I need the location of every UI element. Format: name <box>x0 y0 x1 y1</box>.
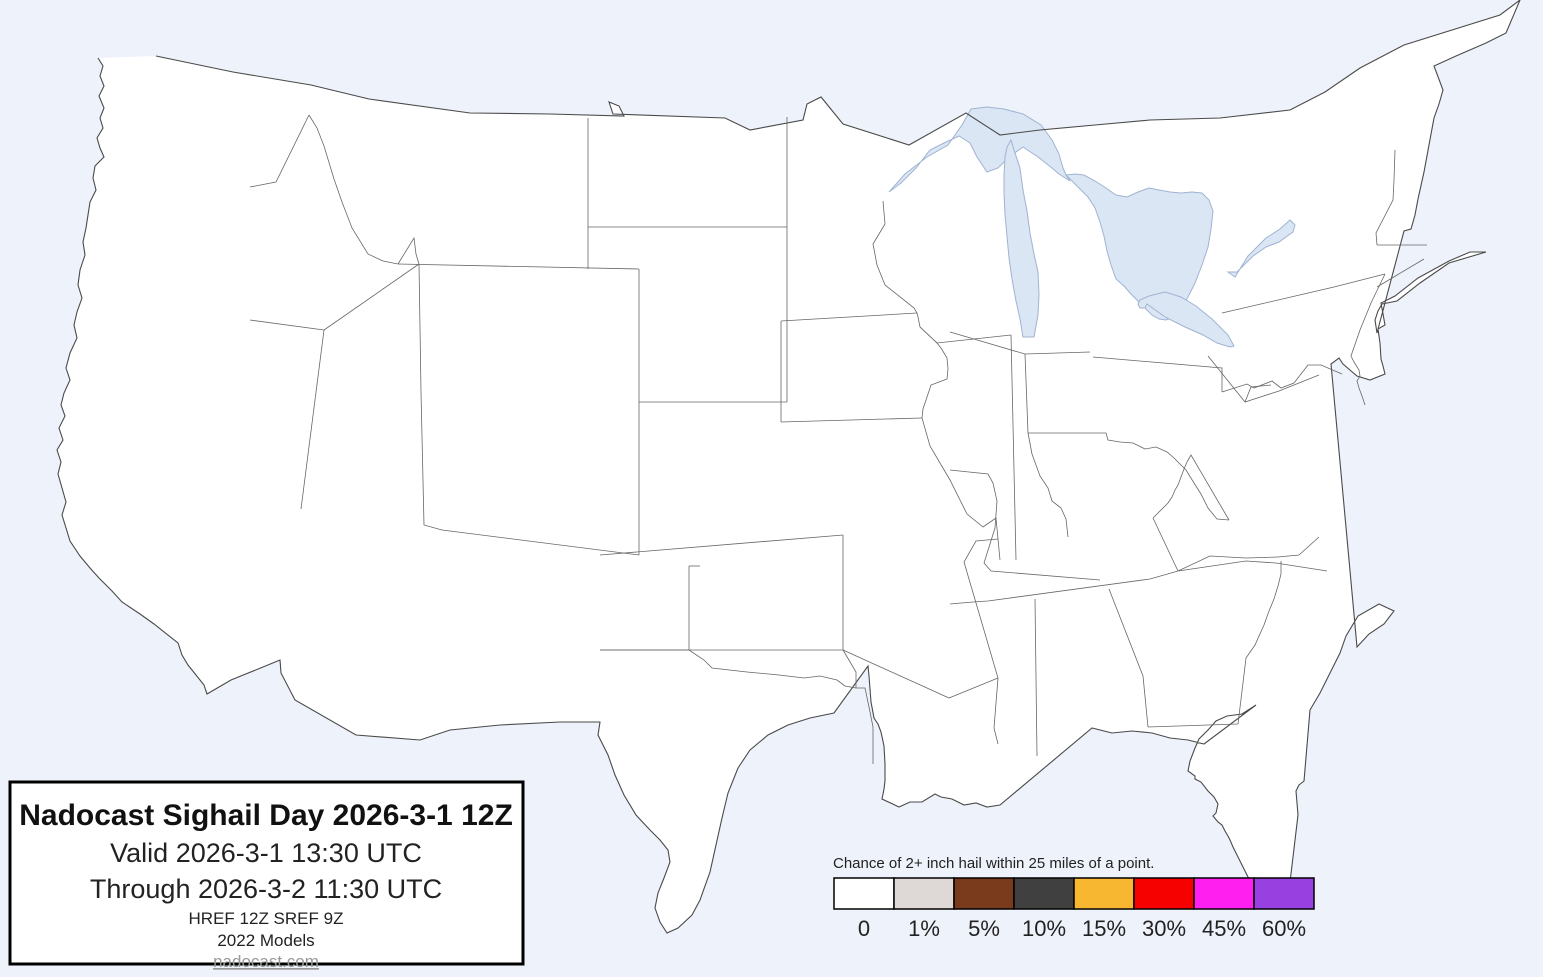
svg-text:30%: 30% <box>1142 916 1186 941</box>
svg-text:Valid 2026-3-1 13:30 UTC: Valid 2026-3-1 13:30 UTC <box>110 838 422 868</box>
svg-text:10%: 10% <box>1022 916 1066 941</box>
svg-text:1%: 1% <box>908 916 940 941</box>
svg-text:HREF 12Z SREF 9Z: HREF 12Z SREF 9Z <box>189 909 344 928</box>
svg-text:nadocast.com: nadocast.com <box>213 952 319 971</box>
svg-text:Nadocast Sighail Day 2026-3-1: Nadocast Sighail Day 2026-3-1 12Z <box>19 799 513 832</box>
svg-text:45%: 45% <box>1202 916 1246 941</box>
svg-text:0: 0 <box>858 916 870 941</box>
svg-text:Chance of 2+ inch hail within: Chance of 2+ inch hail within 25 miles o… <box>833 855 1154 872</box>
svg-text:15%: 15% <box>1082 916 1126 941</box>
svg-text:2022 Models: 2022 Models <box>217 931 314 950</box>
svg-text:60%: 60% <box>1262 916 1306 941</box>
svg-text:Through 2026-3-2 11:30 UTC: Through 2026-3-2 11:30 UTC <box>90 874 442 904</box>
svg-text:5%: 5% <box>968 916 1000 941</box>
